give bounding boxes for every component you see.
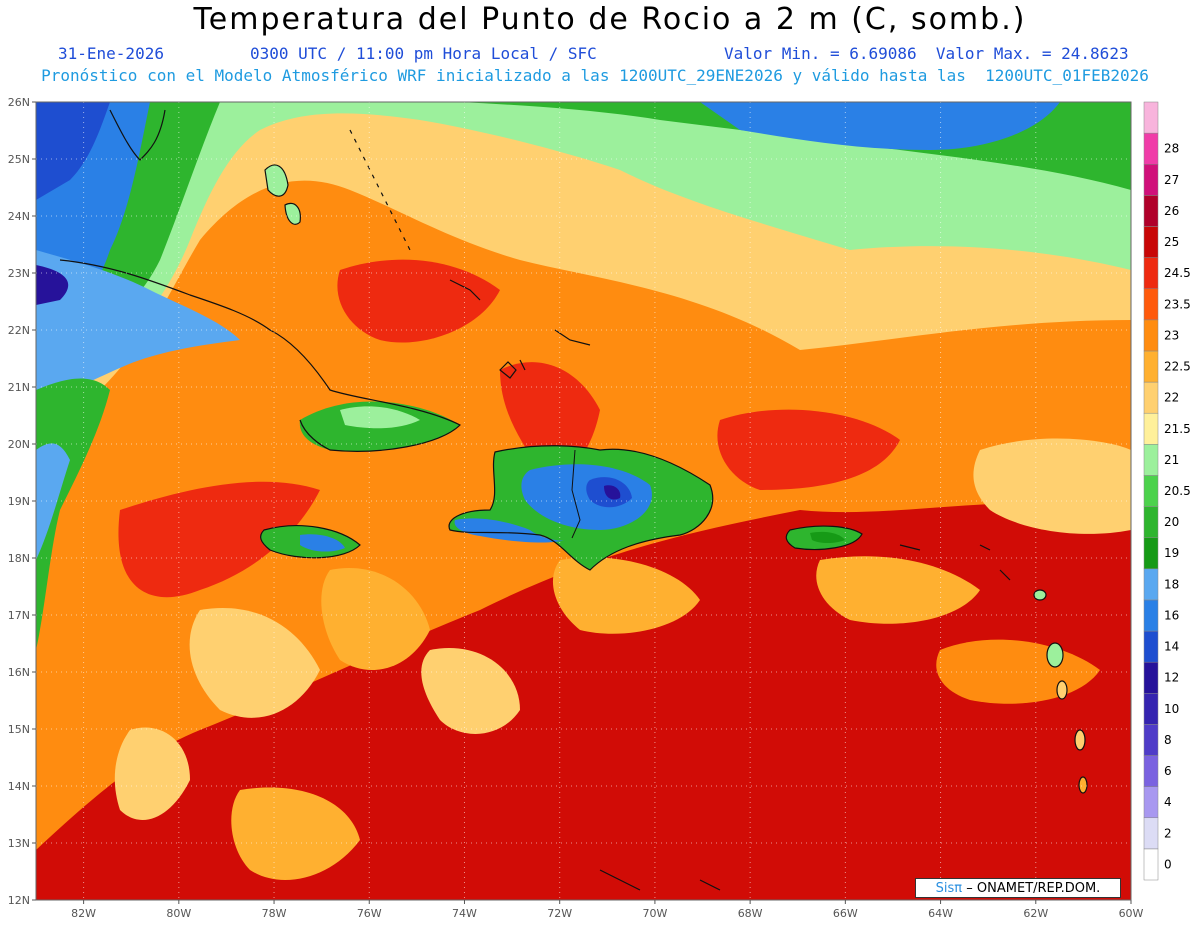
- colorbar-label: 26: [1164, 204, 1179, 218]
- lat-tick-label: 19N: [8, 495, 30, 508]
- map-title: Temperatura del Punto de Rocio a 2 m (C,…: [193, 2, 1027, 37]
- lon-tick-label: 82W: [71, 907, 96, 920]
- colorbar-label: 18: [1164, 577, 1179, 591]
- lon-tick-label: 74W: [452, 907, 477, 920]
- colorbar-label: 20.5: [1164, 484, 1191, 498]
- colorbar-label: 25: [1164, 235, 1179, 249]
- colorbar-label: 14: [1164, 640, 1179, 654]
- colorbar-swatch: [1143, 257, 1159, 289]
- sispi-logo: Sisπ: [935, 881, 963, 896]
- colorbar-swatch: [1143, 817, 1159, 850]
- colorbar-label: 10: [1164, 702, 1179, 716]
- forecast-info: Pronóstico con el Modelo Atmosférico WRF…: [41, 66, 1149, 85]
- lon-tick-label: 62W: [1023, 907, 1048, 920]
- lon-tick-label: 70W: [642, 907, 667, 920]
- lat-tick-label: 21N: [8, 381, 30, 394]
- lat-tick-label: 20N: [8, 438, 30, 451]
- colorbar-label: 20: [1164, 515, 1179, 529]
- colorbar-swatch: [1143, 755, 1159, 787]
- colorbar-swatch: [1143, 475, 1159, 507]
- lon-tick-label: 60W: [1119, 907, 1144, 920]
- colorbar-label: 22.5: [1164, 360, 1191, 374]
- colorbar-label: 27: [1164, 173, 1179, 187]
- colorbar-swatch: [1143, 195, 1159, 227]
- colorbar-swatch: [1143, 724, 1159, 756]
- colorbar-swatch: [1143, 848, 1159, 881]
- lat-tick-label: 16N: [8, 666, 30, 679]
- colorbar-label: 0: [1164, 857, 1172, 871]
- lat-tick-label: 25N: [8, 153, 30, 166]
- lat-tick-label: 22N: [8, 324, 30, 337]
- lat-tick-label: 14N: [8, 780, 30, 793]
- colorbar-swatch: [1143, 537, 1159, 570]
- colorbar-label: 23.5: [1164, 297, 1191, 311]
- lon-tick-label: 66W: [833, 907, 858, 920]
- credit-box: Sisπ – ONAMET/REP.DOM.: [915, 878, 1121, 898]
- colorbar-swatch: [1143, 101, 1159, 134]
- colorbar-swatch: [1143, 350, 1159, 383]
- colorbar-swatch: [1143, 319, 1159, 352]
- colorbar-swatch: [1143, 630, 1159, 663]
- colorbar-label: 12: [1164, 671, 1179, 685]
- colorbar-swatch: [1143, 661, 1159, 694]
- colorbar-swatch: [1143, 132, 1159, 165]
- colorbar-swatch: [1143, 412, 1159, 445]
- colorbar-label: 2: [1164, 826, 1172, 840]
- lon-tick-label: 78W: [262, 907, 287, 920]
- lon-tick-label: 76W: [357, 907, 382, 920]
- lat-tick-label: 23N: [8, 267, 30, 280]
- colorbar-label: 21: [1164, 453, 1179, 467]
- colorbar-swatch: [1143, 381, 1159, 414]
- colorbar-swatch: [1143, 786, 1159, 819]
- colorbar-label: 28: [1164, 142, 1179, 156]
- lat-tick-label: 17N: [8, 609, 30, 622]
- lon-tick-label: 72W: [547, 907, 572, 920]
- colorbar-swatch: [1143, 599, 1159, 632]
- colorbar-label: 6: [1164, 764, 1172, 778]
- lat-tick-label: 15N: [8, 723, 30, 736]
- colorbar-swatch: [1143, 568, 1159, 601]
- lat-tick-label: 13N: [8, 837, 30, 850]
- colorbar-label: 19: [1164, 546, 1179, 560]
- colorbar-legend: 0 2 4 6 8 10 12 14 16 18 19 20 20.5 21 21.5 22 22.5 23 23.…: [1143, 101, 1191, 881]
- colorbar-swatch: [1143, 226, 1159, 258]
- colorbar-label: 16: [1164, 608, 1179, 622]
- lat-tick-label: 26N: [8, 96, 30, 109]
- min-max-values: Valor Min. = 6.69086 Valor Max. = 24.862…: [724, 44, 1129, 63]
- colorbar-swatch: [1143, 288, 1159, 321]
- lat-tick-label: 18N: [8, 552, 30, 565]
- colorbar-label: 22: [1164, 391, 1179, 405]
- lon-tick-label: 80W: [166, 907, 191, 920]
- dewpoint-map: 26N 25N 24N 23N 22N 21N 20N 19N 18N 17N 16N 15N 14N 1…: [8, 96, 1191, 920]
- colorbar-swatch: [1143, 444, 1159, 476]
- lon-tick-label: 64W: [928, 907, 953, 920]
- colorbar-swatch: [1143, 693, 1159, 725]
- lat-tick-label: 24N: [8, 210, 30, 223]
- valid-time: 0300 UTC / 11:00 pm Hora Local / SFC: [250, 44, 597, 63]
- lon-tick-label: 68W: [738, 907, 763, 920]
- colorbar-label: 21.5: [1164, 422, 1191, 436]
- colorbar-label: 4: [1164, 795, 1172, 809]
- colorbar-label: 23: [1164, 328, 1179, 342]
- colorbar-label: 8: [1164, 733, 1172, 747]
- colorbar-swatch: [1143, 506, 1159, 538]
- colorbar-swatch: [1143, 163, 1159, 196]
- lat-tick-label: 12N: [8, 894, 30, 907]
- credit-text: – ONAMET/REP.DOM.: [966, 881, 1101, 896]
- valid-date: 31-Ene-2026: [58, 44, 164, 63]
- colorbar-label: 24.5: [1164, 266, 1191, 280]
